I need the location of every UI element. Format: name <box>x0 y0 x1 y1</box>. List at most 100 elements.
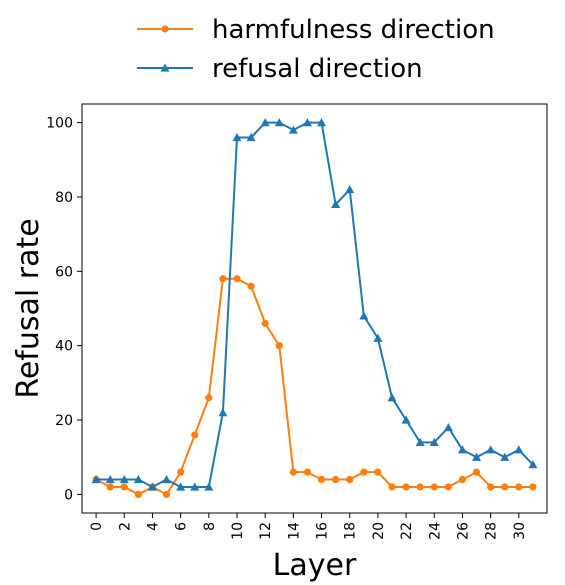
x-tick-label: 28 <box>484 522 500 540</box>
y-tick-label: 0 <box>64 487 73 503</box>
legend-entry-harmfulness: harmfulness direction <box>137 15 495 45</box>
y-tick-label: 60 <box>55 264 73 280</box>
data-point <box>501 483 509 491</box>
y-tick-label: 100 <box>46 116 73 132</box>
series-refusal <box>91 118 538 491</box>
y-axis-title: Refusal rate <box>11 218 46 398</box>
data-point <box>529 483 537 491</box>
data-point <box>106 483 114 491</box>
data-point <box>288 125 298 134</box>
x-tick-label: 30 <box>512 522 528 540</box>
data-point <box>260 118 270 127</box>
data-point <box>402 483 410 491</box>
x-tick-label: 0 <box>89 522 105 531</box>
data-point <box>500 452 510 461</box>
data-point <box>401 415 411 424</box>
data-point <box>247 282 255 290</box>
data-point <box>415 437 425 446</box>
data-point <box>275 342 283 350</box>
data-point <box>233 275 241 283</box>
y-tick-label: 80 <box>55 190 73 206</box>
data-point <box>360 468 368 476</box>
data-point <box>303 468 312 476</box>
y-tick-label: 40 <box>55 339 73 355</box>
series-group <box>91 118 538 499</box>
series-harmfulness <box>92 275 537 499</box>
data-point <box>105 475 115 484</box>
x-tick-label: 8 <box>202 522 218 531</box>
data-point <box>204 482 214 491</box>
legend-label-harmfulness: harmfulness direction <box>212 15 495 45</box>
data-point <box>317 475 326 484</box>
data-point <box>472 468 481 476</box>
data-point <box>486 445 496 454</box>
data-point <box>162 475 172 484</box>
data-point <box>472 452 482 461</box>
series-line <box>96 121 534 488</box>
data-point <box>147 482 157 491</box>
data-point <box>219 275 227 283</box>
x-axis-title: Layer <box>273 548 357 583</box>
data-point <box>387 393 397 402</box>
data-point <box>388 483 396 491</box>
data-point <box>205 394 213 402</box>
data-point <box>331 199 341 208</box>
data-point <box>232 132 242 142</box>
data-point <box>416 483 424 491</box>
data-point <box>261 319 269 327</box>
data-point <box>444 483 452 491</box>
legend-label-refusal: refusal direction <box>212 54 423 84</box>
x-tick-label: 16 <box>315 522 331 540</box>
series-line <box>95 277 533 496</box>
x-tick-label: 4 <box>145 522 161 531</box>
data-point <box>430 483 438 491</box>
data-point <box>133 475 143 484</box>
data-point <box>190 482 200 491</box>
x-tick-label: 6 <box>174 522 190 531</box>
x-tick-label: 18 <box>343 522 359 540</box>
x-tick-label: 20 <box>371 522 387 540</box>
plot-area <box>81 103 548 514</box>
legend-marker <box>160 63 170 72</box>
x-tick-label: 24 <box>427 522 443 540</box>
data-point <box>119 475 129 484</box>
data-point <box>274 118 284 127</box>
data-point <box>302 118 312 127</box>
data-point <box>332 475 340 484</box>
data-point <box>346 475 354 484</box>
data-point <box>289 468 297 476</box>
data-point <box>457 445 467 454</box>
legend-marker <box>161 25 169 33</box>
data-point <box>514 445 524 454</box>
data-point <box>191 431 199 439</box>
data-point <box>176 482 186 491</box>
data-point <box>162 490 171 499</box>
data-point <box>487 483 495 491</box>
data-point <box>177 468 185 476</box>
data-point <box>218 408 228 417</box>
legend: harmfulness direction refusal direction <box>137 15 495 84</box>
y-tick-label: 20 <box>55 413 73 429</box>
data-point <box>359 311 369 320</box>
data-point <box>528 460 538 469</box>
data-point <box>374 468 382 476</box>
x-tick-label: 26 <box>455 522 471 540</box>
x-tick-label: 10 <box>230 522 246 540</box>
data-point <box>458 475 467 484</box>
data-point <box>429 437 439 446</box>
legend-entry-refusal: refusal direction <box>137 54 423 84</box>
data-point <box>120 483 128 491</box>
x-tick-label: 22 <box>399 522 415 540</box>
x-tick-label: 12 <box>258 522 274 540</box>
data-point <box>373 333 383 342</box>
data-point <box>515 483 523 491</box>
data-point <box>317 118 327 127</box>
data-point <box>246 132 256 142</box>
x-tick-label: 2 <box>117 522 133 531</box>
data-point <box>443 422 453 432</box>
data-point <box>134 490 142 499</box>
data-point <box>345 185 355 194</box>
x-tick-label: 14 <box>286 522 302 540</box>
